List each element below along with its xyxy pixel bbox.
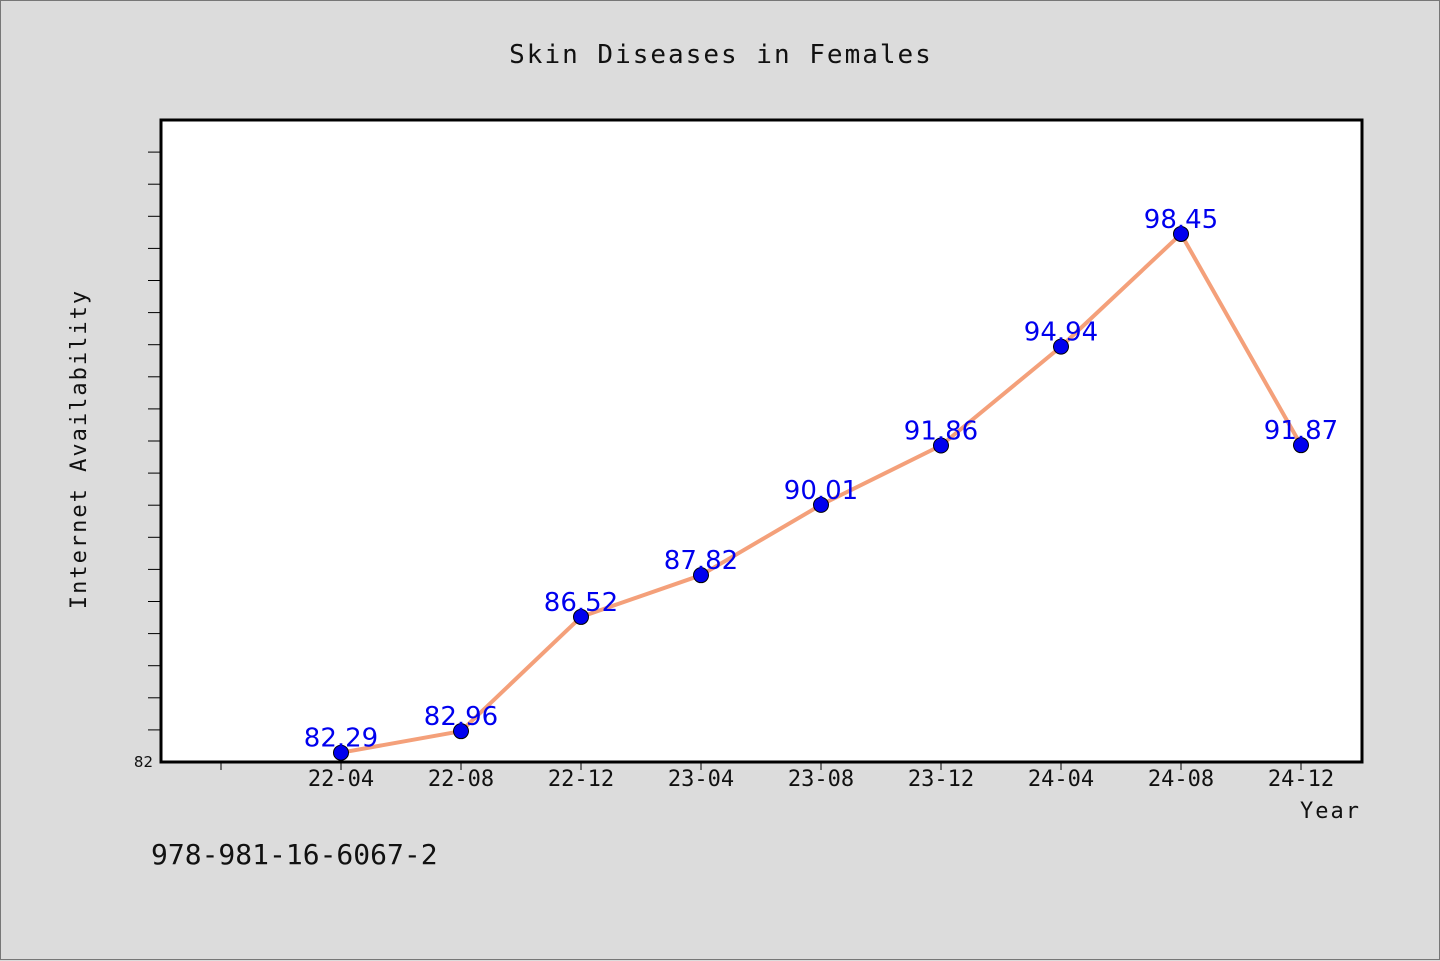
data-point: [573, 608, 589, 625]
x-tick-label: 23-04: [668, 767, 734, 792]
data-label: 90.01: [784, 476, 858, 506]
data-point: [813, 496, 829, 513]
data-point: [1053, 338, 1069, 355]
data-label: 86.52: [544, 588, 618, 618]
data-label: 94.94: [1024, 318, 1098, 348]
x-tick-label: 24-08: [1148, 767, 1214, 792]
x-axis-ticks: [220, 762, 1302, 770]
data-label: 87.82: [664, 546, 738, 576]
data-point: [1173, 225, 1189, 242]
data-label: 98.45: [1144, 205, 1218, 235]
y-tick-label: 82: [134, 753, 153, 771]
data-point: [693, 567, 709, 584]
x-tick-label: 22-08: [428, 767, 494, 792]
data-label: 91.86: [904, 416, 978, 446]
x-tick-label: 24-04: [1028, 767, 1094, 792]
x-tick-label: 23-08: [788, 767, 854, 792]
footer-code: 978-981-16-6067-2: [151, 838, 438, 871]
markers-layer: [333, 225, 1309, 761]
chart-title: Skin Diseases in Females: [509, 40, 933, 70]
x-axis-label: Year: [1300, 799, 1361, 824]
x-axis-tick-labels: 22-04 22-08 22-12 23-04 23-08 23-12 24-04 24-08…: [308, 767, 1334, 792]
data-point: [1293, 437, 1309, 454]
x-tick-label: 22-12: [548, 767, 614, 792]
data-label: 91.87: [1264, 416, 1338, 446]
data-label: 82.29: [304, 724, 378, 754]
data-label: 82.96: [424, 702, 498, 732]
x-tick-label: 23-12: [908, 767, 974, 792]
plot-area: [159, 118, 1364, 764]
x-tick-label: 22-04: [308, 767, 374, 792]
data-point: [333, 744, 349, 761]
data-point: [453, 723, 469, 740]
y-axis-label: Internet Availability: [67, 289, 92, 609]
y-axis-ticks: [148, 151, 161, 731]
data-labels-layer: 82.29 82.96 86.52 87.82 90.01 91.86 94.94 98.45…: [304, 205, 1338, 754]
data-point: [933, 437, 949, 454]
x-tick-label: 24-12: [1268, 767, 1334, 792]
